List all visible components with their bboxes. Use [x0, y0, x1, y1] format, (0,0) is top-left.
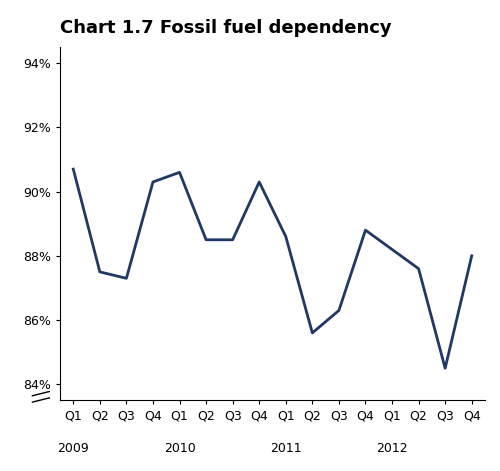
Text: 2010: 2010 — [164, 442, 196, 455]
Text: 2009: 2009 — [58, 442, 89, 455]
Text: 2011: 2011 — [270, 442, 302, 455]
Text: 2012: 2012 — [376, 442, 408, 455]
Text: Chart 1.7 Fossil fuel dependency: Chart 1.7 Fossil fuel dependency — [60, 19, 392, 37]
